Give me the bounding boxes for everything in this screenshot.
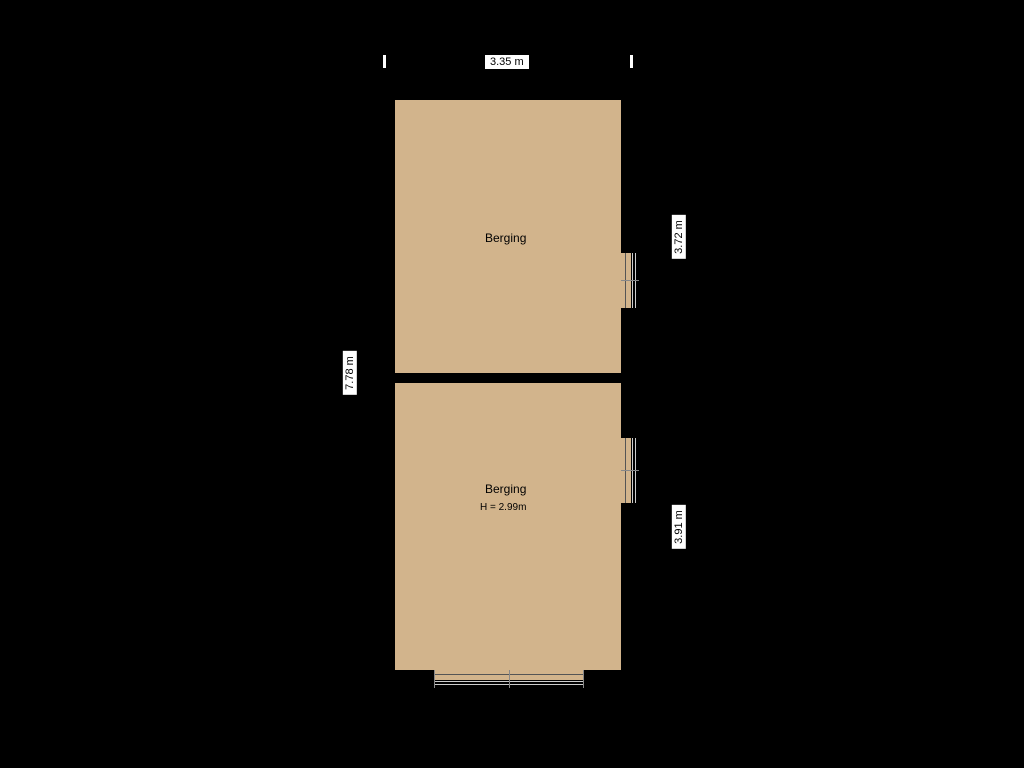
room-bottom-height: H = 2.99m [480,502,526,513]
dim-top: 3.35 m [485,55,529,69]
room-bottom-label: Berging [485,482,526,496]
room-top-label: Berging [485,231,526,245]
dim-right-bottom: 3.91 m [672,505,686,549]
dividing-wall [385,373,631,383]
dim-top-tick-right [630,55,633,68]
dim-right-top: 3.72 m [672,215,686,259]
door-bottom [434,670,584,692]
floorplan-canvas: Berging Berging H = 2.99m 3.35 m 7.78 m … [0,0,1024,768]
dim-top-tick-left [383,55,386,68]
room-bottom [395,383,621,670]
door-right-top [621,253,643,308]
door-right-bottom [621,438,643,503]
dim-left: 7.78 m [343,351,357,395]
